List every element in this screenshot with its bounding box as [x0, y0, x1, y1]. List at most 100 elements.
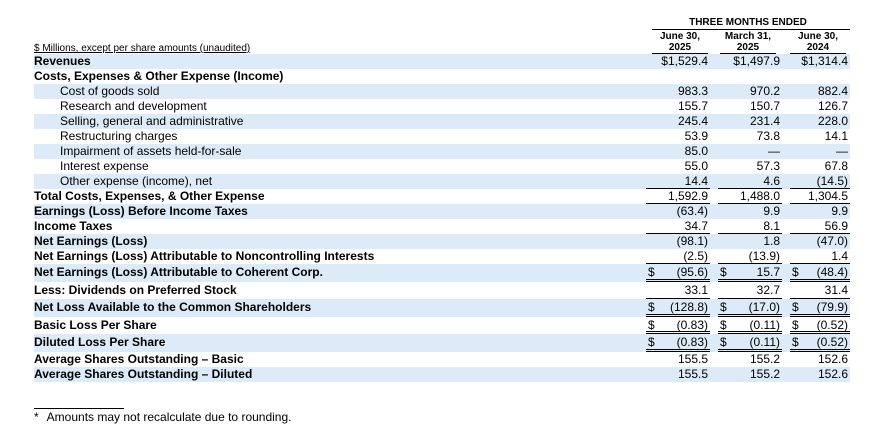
value-cell: 14.4 — [646, 174, 710, 189]
column-header-underline — [790, 53, 846, 54]
value-cell: 1.8 — [718, 234, 782, 249]
row-label: Restructuring charges — [60, 129, 178, 143]
cell-value: (13.9) — [748, 249, 780, 263]
value-cell: $ (0.83) — [646, 334, 710, 352]
period-header: THREE MONTHS ENDED — [646, 17, 850, 30]
value-cell: $ (95.6) — [646, 264, 710, 282]
column-header-line1: June 30, — [659, 31, 701, 42]
dollar-sign: $ — [792, 265, 799, 279]
row-label: Cost of goods sold — [60, 84, 160, 98]
table-row: Income Taxes 34.7 8.1 56.9 — [34, 219, 850, 234]
cell-value: (47.0) — [816, 234, 848, 248]
row-label: Net Earnings (Loss) — [34, 234, 148, 248]
value-cell: 9.9 — [718, 204, 782, 219]
cell-value: $1,529.4 — [661, 54, 708, 68]
footnote-text: Amounts may not recalculate due to round… — [46, 410, 292, 424]
value-cell: 155.5 — [646, 367, 710, 382]
value-cell: 245.4 — [646, 114, 710, 129]
value-cell: 33.1 — [646, 282, 710, 299]
table-row: Net Earnings (Loss) Attributable to Nonc… — [34, 249, 850, 264]
table-row: Restructuring charges 53.9 73.8 14.1 — [34, 129, 850, 144]
row-label: Less: Dividends on Preferred Stock — [34, 282, 237, 297]
cell-value: (17.0) — [748, 300, 780, 314]
dollar-sign: $ — [720, 300, 727, 314]
value-cell: 56.9 — [790, 219, 850, 234]
cell-value: 85.0 — [684, 144, 708, 158]
value-cell: 152.6 — [790, 352, 850, 367]
cell-value: $1,497.9 — [733, 54, 780, 68]
table-row: Average Shares Outstanding – Basic 155.5 1… — [34, 352, 850, 367]
cell-value: (0.11) — [749, 317, 780, 332]
value-cell: 67.8 — [790, 159, 850, 174]
dollar-sign: $ — [792, 335, 799, 349]
value-cell: $ (79.9) — [790, 299, 850, 317]
dollar-sign: $ — [648, 300, 655, 314]
cell-value: 9.9 — [763, 204, 780, 218]
value-cell: (14.5) — [790, 174, 850, 189]
table-row: Impairment of assets held-for-sale 85.0 — — — [34, 144, 850, 159]
column-header-line1: March 31, — [724, 31, 772, 42]
cell-value: 155.7 — [677, 99, 708, 113]
row-label: Net Earnings (Loss) Attributable to Nonc… — [34, 249, 375, 263]
cell-value: 228.0 — [817, 114, 848, 128]
value-cell: $ (0.11) — [718, 334, 782, 352]
cell-value: 57.3 — [756, 159, 780, 173]
value-cell: 1,304.5 — [790, 189, 850, 204]
cell-value: (2.5) — [683, 249, 708, 263]
cell-value: 53.9 — [684, 129, 708, 143]
cell-value: 4.6 — [763, 174, 780, 188]
cell-value: 1,488.0 — [739, 189, 780, 203]
value-cell: 8.1 — [718, 219, 782, 234]
row-label: Average Shares Outstanding – Basic — [34, 351, 244, 366]
column-header-underline — [720, 53, 776, 54]
cell-value: 1.8 — [763, 234, 780, 248]
cell-value: 55.0 — [684, 159, 708, 173]
row-label: Total Costs, Expenses, & Other Expense — [34, 189, 265, 203]
value-cell: 31.4 — [790, 282, 850, 299]
row-label: Earnings (Loss) Before Income Taxes — [34, 204, 248, 218]
cell-value: 155.2 — [749, 351, 780, 366]
value-cell: 1.4 — [790, 249, 850, 264]
row-label: Average Shares Outstanding – Diluted — [34, 366, 253, 381]
table-row: Net Earnings (Loss) Attributable to Cohe… — [34, 264, 850, 282]
cell-value: 9.9 — [831, 204, 848, 218]
cell-value: 15.7 — [756, 265, 780, 279]
row-label: Interest expense — [60, 159, 149, 173]
value-cell: 55.0 — [646, 159, 710, 174]
column-header-line2: 2024 — [806, 42, 830, 53]
cell-value: (98.1) — [676, 234, 708, 248]
dollar-sign: $ — [720, 335, 727, 349]
value-cell: (2.5) — [646, 249, 710, 264]
value-cell: 983.3 — [646, 84, 710, 99]
cell-value: (0.83) — [676, 335, 708, 349]
cell-value: 155.2 — [749, 366, 780, 381]
dollar-sign: $ — [720, 317, 727, 332]
row-label: Net Loss Available to the Common Shareho… — [34, 300, 312, 314]
cell-value: 1,304.5 — [807, 189, 848, 203]
column-header-line2: 2025 — [736, 42, 760, 53]
period-title: THREE MONTHS ENDED — [689, 17, 807, 28]
table-row: Cost of goods sold 983.3 970.2 882.4 — [34, 84, 850, 99]
value-cell: $ (0.11) — [718, 317, 782, 334]
value-cell: 882.4 — [790, 84, 850, 99]
value-cell: 126.7 — [790, 99, 850, 114]
cell-value: $1,314.4 — [801, 54, 848, 68]
value-cell: $1,314.4 — [790, 54, 850, 69]
column-header-line1: June 30, — [797, 31, 839, 42]
cell-value: (48.4) — [816, 265, 848, 279]
row-label: Basic Loss Per Share — [34, 317, 157, 332]
table-row: Net Loss Available to the Common Shareho… — [34, 299, 850, 317]
value-cell: 1,488.0 — [718, 189, 782, 204]
table-row: Average Shares Outstanding – Diluted 155.… — [34, 366, 850, 382]
value-cell: (63.4) — [646, 204, 710, 219]
footnote-marker: * — [34, 410, 39, 424]
cell-value: 14.4 — [684, 174, 708, 188]
column-header-jun-2025: June 30, 2025 — [650, 31, 710, 54]
value-cell: 152.6 — [790, 367, 850, 382]
value-cell: $ (128.8) — [646, 299, 710, 317]
row-label: Revenues — [34, 54, 91, 68]
value-cell: $ (48.4) — [790, 264, 850, 282]
row-label: Diluted Loss Per Share — [34, 335, 166, 349]
value-cell: 150.7 — [718, 99, 782, 114]
cell-value: 155.5 — [677, 351, 708, 366]
